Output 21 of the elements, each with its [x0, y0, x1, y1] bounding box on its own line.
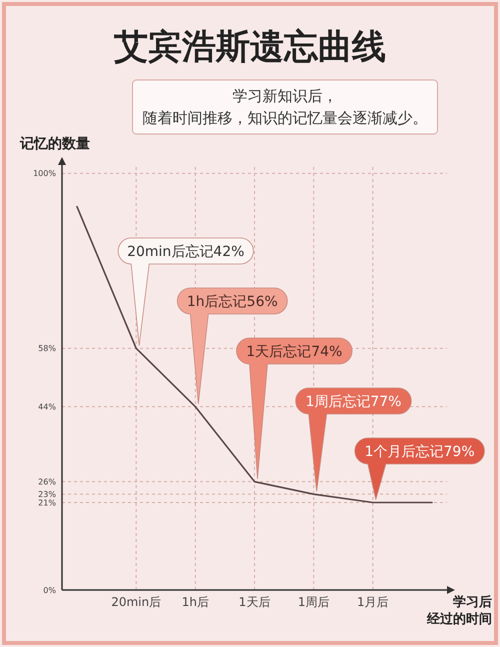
xtick: 1月后: [357, 595, 389, 609]
xtick: 1h后: [182, 595, 209, 609]
annotation: 1天后忘记74%: [246, 344, 342, 360]
xtick: 20min后: [111, 595, 162, 609]
annotation: 1个月后忘记79%: [364, 444, 475, 460]
title: 艾宾浩斯遗忘曲线: [114, 27, 386, 67]
xlabel: 学习后经过的时间: [427, 595, 492, 627]
ytick: 26%: [38, 478, 56, 487]
ytick: 0%: [43, 586, 56, 595]
ytick: 100%: [33, 169, 56, 178]
xtick: 1周后: [298, 595, 330, 609]
xtick: 1天后: [238, 595, 270, 609]
ytick: 21%: [38, 498, 56, 508]
subtitle: 学习新知识后，随着时间推移，知识的记忆量会逐渐减少。: [142, 87, 428, 127]
annotation: 1h后忘记56%: [186, 294, 278, 310]
ytick: 23%: [38, 490, 56, 500]
annotation: 20min后忘记42%: [127, 244, 244, 260]
ytick: 58%: [38, 344, 56, 354]
annotation: 1周后忘记77%: [305, 394, 402, 410]
ylabel: 记忆的数量: [20, 136, 90, 152]
ytick: 44%: [38, 402, 56, 412]
